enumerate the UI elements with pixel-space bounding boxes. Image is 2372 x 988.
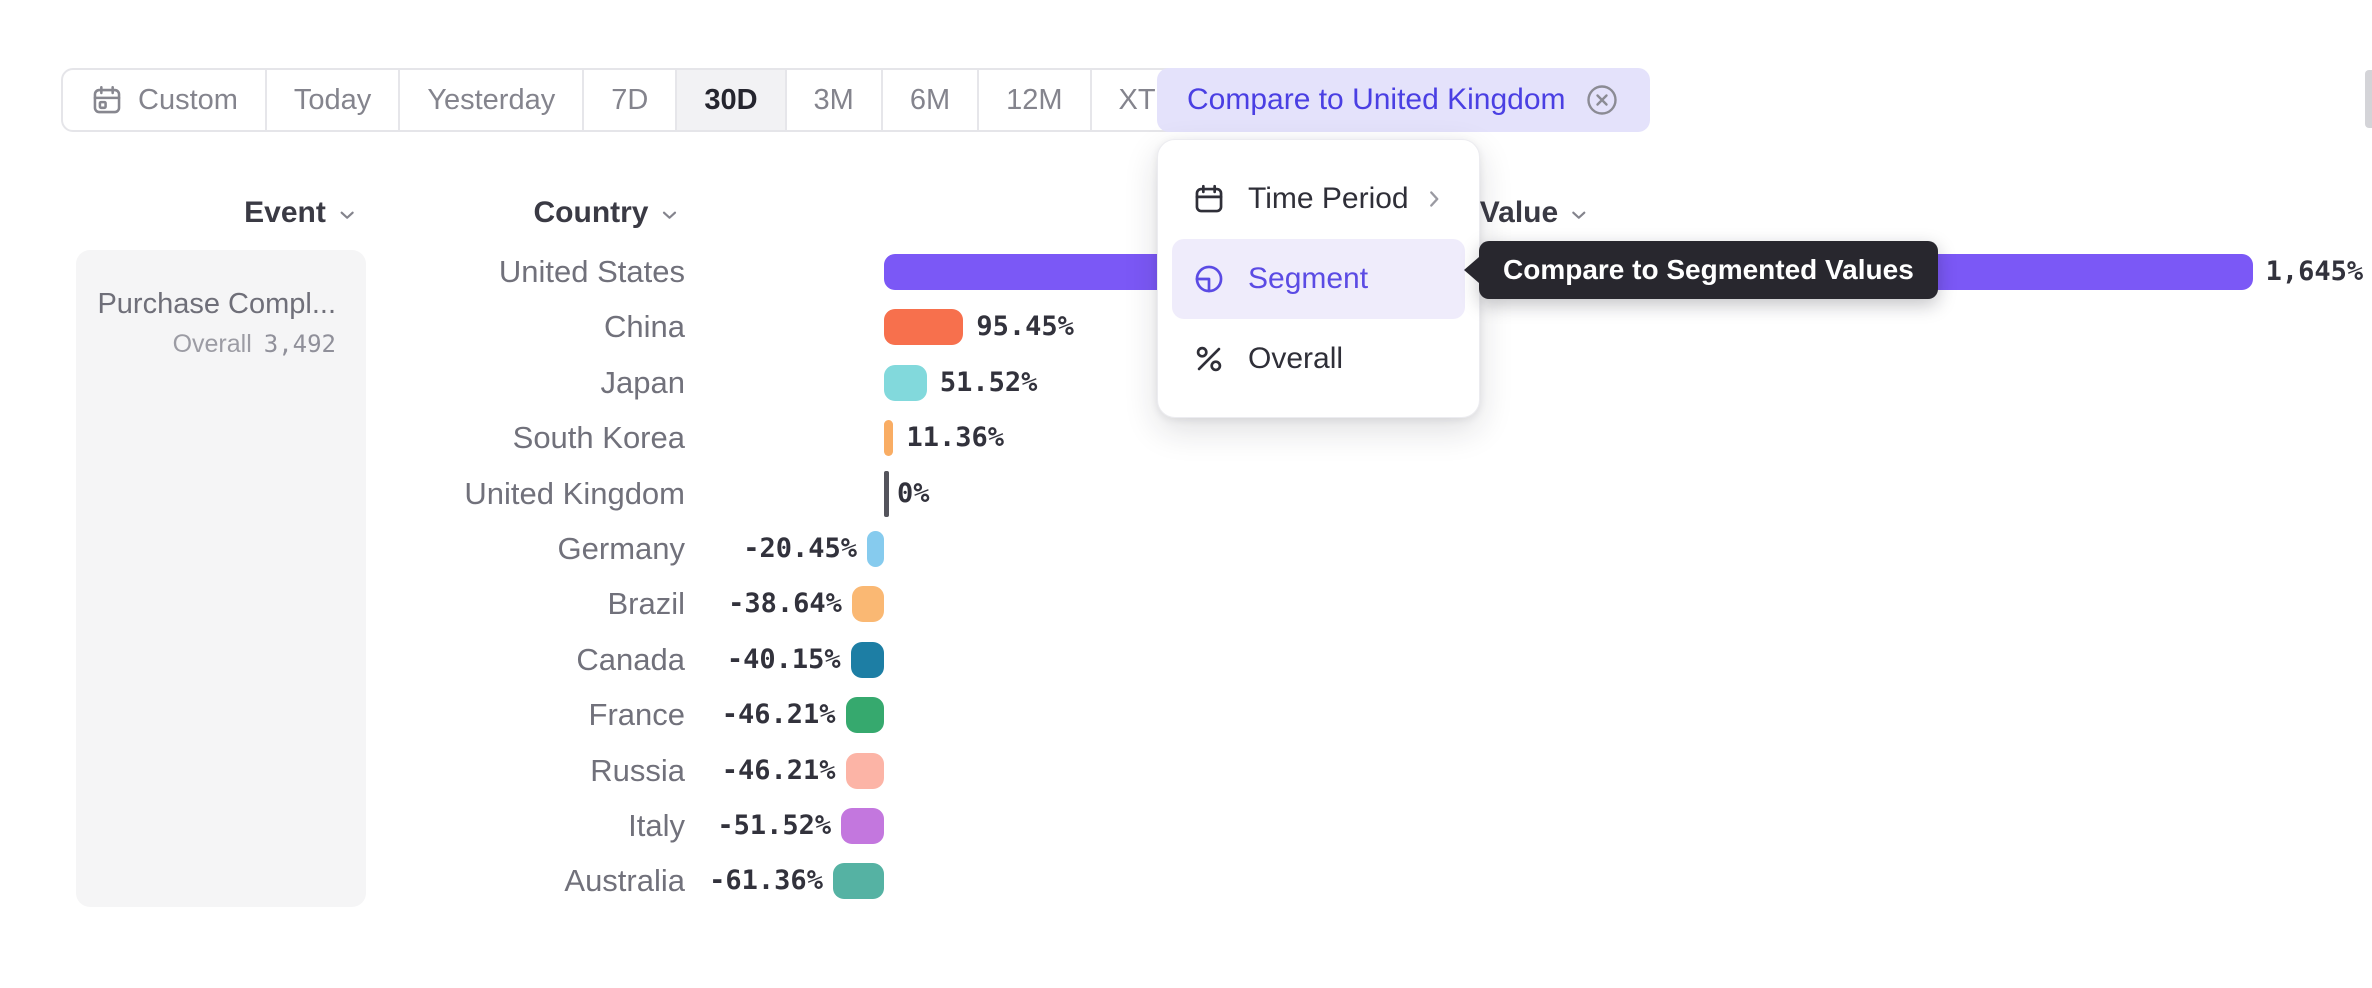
range-button-custom[interactable]: Custom [63, 70, 267, 130]
value-label: -61.36% [709, 865, 823, 897]
range-label: 30D [704, 83, 758, 116]
menu-item-time-period[interactable]: Time Period [1172, 159, 1465, 239]
menu-item-label: Time Period [1248, 182, 1409, 215]
bar-australia[interactable] [832, 863, 884, 900]
chart-row-united-kingdom: United Kingdom 0% [0, 466, 2372, 521]
column-header-event[interactable]: Event [244, 194, 358, 232]
value-label: -51.52% [717, 810, 832, 841]
event-overall-row: Overall 3,492 [96, 330, 336, 359]
country-label: Brazil [607, 586, 685, 622]
range-button-7d[interactable]: 7D [584, 70, 678, 130]
value-label: -46.21% [721, 699, 836, 731]
percent-icon [1192, 342, 1226, 376]
chart-row-japan: Japan 51.52% [0, 355, 2372, 410]
value-column-label: Value [1479, 196, 1559, 229]
bar-japan[interactable] [884, 364, 927, 401]
value-label: -46.21% [721, 754, 836, 786]
value-label: 95.45% [976, 311, 1074, 343]
range-button-3m[interactable]: 3M [787, 70, 883, 130]
chart-row-australia: Australia -61.36% [0, 853, 2372, 908]
date-range-toolbar: Custom Today Yesterday 7D 30D 3M 6M 12M XTD [61, 68, 1244, 132]
chart-row-south-korea: South Korea 11.36% [0, 410, 2372, 465]
bar-china[interactable] [884, 309, 964, 346]
overall-value: 3,492 [263, 330, 336, 358]
range-button-yesterday[interactable]: Yesterday [400, 70, 585, 130]
chevron-down-icon [1568, 200, 1590, 226]
menu-item-label: Segment [1248, 262, 1369, 295]
baseline-zero-tick[interactable] [884, 470, 889, 517]
calendar-icon [90, 83, 124, 117]
range-label: Custom [138, 83, 238, 116]
value-label: 11.36% [906, 422, 1004, 454]
value-label: -38.64% [728, 588, 842, 620]
event-column-label: Event [244, 196, 326, 229]
scrollbar-thumb[interactable] [2365, 70, 2372, 128]
menu-item-segment[interactable]: Segment [1172, 239, 1465, 319]
value-label: -40.15% [726, 643, 841, 675]
range-label: Yesterday [427, 83, 556, 116]
range-label: 6M [909, 83, 951, 116]
menu-item-overall[interactable]: Overall [1172, 319, 1465, 399]
range-button-30d[interactable]: 30D [677, 70, 787, 130]
compare-to-segment-button[interactable]: Compare to United Kingdom [1157, 68, 1650, 132]
event-panel[interactable]: Purchase Compl... Overall 3,492 [76, 250, 366, 907]
bar-france[interactable] [845, 697, 884, 734]
country-label: Germany [557, 531, 685, 566]
chart-row-brazil: Brazil -38.64% [0, 576, 2372, 631]
bar-brazil[interactable] [851, 586, 884, 623]
country-label: China [604, 309, 685, 345]
country-label: South Korea [512, 420, 685, 456]
overall-label: Overall [172, 330, 252, 358]
chevron-right-icon [1421, 186, 1447, 212]
value-label: 1,645% [2265, 256, 2364, 287]
range-button-6m[interactable]: 6M [883, 70, 980, 130]
tooltip-text: Compare to Segmented Values [1503, 254, 1914, 285]
range-label: 7D [611, 83, 649, 116]
bar-canada[interactable] [850, 641, 884, 678]
chart-row-russia: Russia -46.21% [0, 743, 2372, 798]
chart-row-canada: Canada -40.15% [0, 632, 2372, 687]
compare-button-label: Compare to United Kingdom [1187, 83, 1566, 116]
bar-south-korea[interactable] [884, 420, 894, 457]
compare-dropdown-menu: Time Period Segment Overall [1157, 139, 1480, 418]
segment-icon [1192, 262, 1226, 296]
range-button-12m[interactable]: 12M [979, 70, 1092, 130]
country-label: Canada [576, 641, 685, 677]
event-name: Purchase Compl... [97, 288, 336, 320]
bar-germany[interactable] [866, 531, 884, 567]
bar-russia[interactable] [845, 752, 884, 789]
chart-row-italy: Italy -51.52% [0, 798, 2372, 853]
country-label: Japan [600, 364, 685, 400]
chart-row-china: China 95.45% [0, 299, 2372, 354]
value-label: -20.45% [743, 533, 857, 564]
country-column-label: Country [533, 196, 649, 229]
country-label: France [588, 697, 685, 733]
range-label: Today [293, 83, 372, 116]
country-label: Russia [590, 752, 685, 788]
menu-item-label: Overall [1248, 342, 1344, 375]
country-label: United Kingdom [464, 475, 685, 511]
value-label: 51.52% [939, 366, 1038, 398]
chevron-down-icon [659, 200, 681, 226]
country-label: Australia [564, 863, 685, 899]
remove-comparison-icon[interactable] [1584, 82, 1620, 118]
range-button-today[interactable]: Today [267, 70, 401, 130]
range-label: 3M [813, 83, 854, 116]
country-label: United States [498, 254, 685, 289]
tooltip: Compare to Segmented Values [1464, 241, 1938, 299]
bar-italy[interactable] [841, 808, 884, 844]
column-header-country[interactable]: Country [534, 194, 681, 232]
range-label: 12M [1006, 83, 1063, 116]
chart-row-germany: Germany -20.45% [0, 521, 2372, 576]
column-header-value[interactable]: Value [1480, 194, 1590, 232]
chart-row-france: France -46.21% [0, 687, 2372, 742]
tooltip-arrow-left [1464, 257, 1479, 283]
calendar-icon [1192, 182, 1226, 216]
value-label: 0% [897, 477, 930, 509]
country-label: Italy [628, 808, 685, 843]
chevron-down-icon [336, 200, 358, 226]
